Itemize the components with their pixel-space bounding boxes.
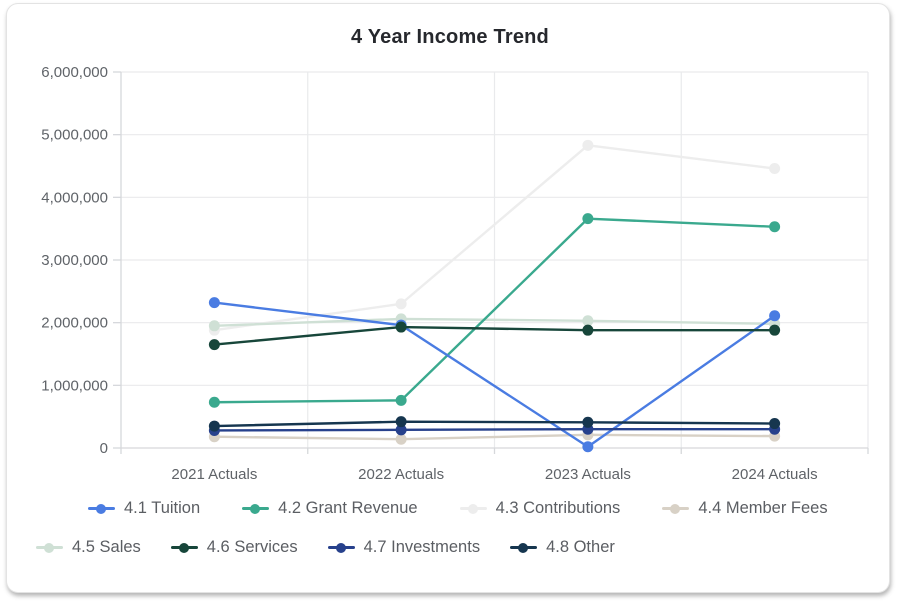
legend-label: 4.8 Other [546, 538, 615, 556]
series-line-4-3-contributions [213, 144, 776, 332]
series-line-4-4-member-fees [213, 433, 776, 441]
data-point-4-8-other-2023-actuals[interactable] [582, 416, 594, 428]
data-point-4-6-services-2023-actuals[interactable] [582, 324, 594, 336]
data-point-4-8-other-2022-actuals[interactable] [395, 416, 407, 428]
y-axis-tick-label: 6,000,000 [41, 64, 108, 81]
y-axis-tick-label: 3,000,000 [41, 252, 108, 269]
x-axis-category-label: 2023 Actuals [545, 466, 631, 483]
data-point-4-2-grant-revenue-2023-actuals[interactable] [582, 213, 594, 225]
data-point-4-2-grant-revenue-2021-actuals[interactable] [208, 396, 220, 408]
legend-label: 4.1 Tuition [124, 499, 201, 517]
y-axis-tick-label: 1,000,000 [41, 377, 108, 394]
legend-item-4-5-sales[interactable]: 4.5 Sales [36, 538, 141, 557]
legend-series-marker-icon [327, 542, 355, 554]
y-axis-tick-label: 5,000,000 [41, 127, 108, 144]
legend-item-4-3-contributions[interactable]: 4.3 Contributions [459, 499, 621, 518]
x-axis-category-label: 2021 Actuals [171, 466, 257, 483]
legend-item-4-6-services[interactable]: 4.6 Services [170, 538, 298, 557]
legend-label: 4.6 Services [206, 538, 298, 556]
data-point-4-2-grant-revenue-2024-actuals[interactable] [769, 221, 781, 233]
chart-legend-row-1: 4.1 Tuition 4.2 Grant Revenue 4.3 Contribu… [0, 499, 900, 518]
data-point-4-2-grant-revenue-2022-actuals[interactable] [395, 394, 407, 406]
legend-series-marker-icon [242, 503, 270, 515]
x-axis-category-label: 2024 Actuals [732, 466, 818, 483]
legend-series-marker-icon [459, 503, 487, 515]
series-line-4-2-grant-revenue [213, 217, 776, 404]
chart-legend-row-2: 4.5 Sales 4.6 Services 4.7 Investments 4.8 … [0, 538, 900, 557]
series-line-4-6-services [213, 325, 776, 346]
series-line-4-1-tuition [213, 301, 776, 448]
data-point-4-3-contributions-2024-actuals[interactable] [769, 163, 781, 175]
data-point-4-5-sales-2021-actuals[interactable] [208, 320, 220, 332]
legend-item-4-8-other[interactable]: 4.8 Other [510, 538, 615, 557]
legend-label: 4.3 Contributions [495, 499, 621, 517]
y-axis-tick-label: 2,000,000 [41, 315, 108, 332]
chart-card [6, 3, 890, 593]
data-point-4-8-other-2024-actuals[interactable] [769, 418, 781, 430]
legend-item-4-2-grant-revenue[interactable]: 4.2 Grant Revenue [242, 499, 418, 518]
legend-series-marker-icon [510, 542, 538, 554]
data-point-4-1-tuition-2021-actuals[interactable] [208, 297, 220, 309]
series-line-4-8-other [213, 420, 776, 428]
legend-label: 4.2 Grant Revenue [278, 499, 418, 517]
legend-item-4-1-tuition[interactable]: 4.1 Tuition [88, 499, 200, 518]
data-point-4-7-investments-2022-actuals[interactable] [395, 424, 407, 436]
legend-series-marker-icon [88, 503, 115, 515]
data-point-4-1-tuition-2024-actuals[interactable] [769, 310, 781, 322]
legend-label: 4.7 Investments [363, 538, 481, 556]
series-line-4-7-investments [213, 428, 776, 432]
legend-label: 4.4 Member Fees [698, 499, 828, 517]
legend-series-marker-icon [662, 503, 690, 515]
data-point-4-5-sales-2023-actuals[interactable] [582, 315, 594, 327]
y-axis-tick-label: 4,000,000 [41, 189, 108, 206]
legend-item-4-4-member-fees[interactable]: 4.4 Member Fees [662, 499, 828, 518]
data-point-4-8-other-2021-actuals[interactable] [208, 420, 220, 432]
data-point-4-6-services-2024-actuals[interactable] [769, 324, 781, 336]
legend-label: 4.5 Sales [72, 538, 141, 556]
data-point-4-3-contributions-2022-actuals[interactable] [395, 298, 407, 310]
data-point-4-6-services-2021-actuals[interactable] [208, 339, 220, 351]
legend-series-marker-icon [170, 542, 198, 554]
x-axis-category-label: 2022 Actuals [358, 466, 444, 483]
data-point-4-3-contributions-2023-actuals[interactable] [582, 139, 594, 151]
data-point-4-4-member-fees-2022-actuals[interactable] [395, 433, 407, 445]
chart-title: 4 Year Income Trend [351, 26, 549, 48]
data-point-4-6-services-2022-actuals[interactable] [395, 321, 407, 333]
y-axis-tick-label: 0 [100, 440, 108, 457]
legend-item-4-7-investments[interactable]: 4.7 Investments [327, 538, 481, 557]
data-point-4-1-tuition-2023-actuals[interactable] [582, 441, 594, 453]
series-line-4-5-sales [213, 317, 776, 327]
legend-series-marker-icon [36, 542, 63, 554]
